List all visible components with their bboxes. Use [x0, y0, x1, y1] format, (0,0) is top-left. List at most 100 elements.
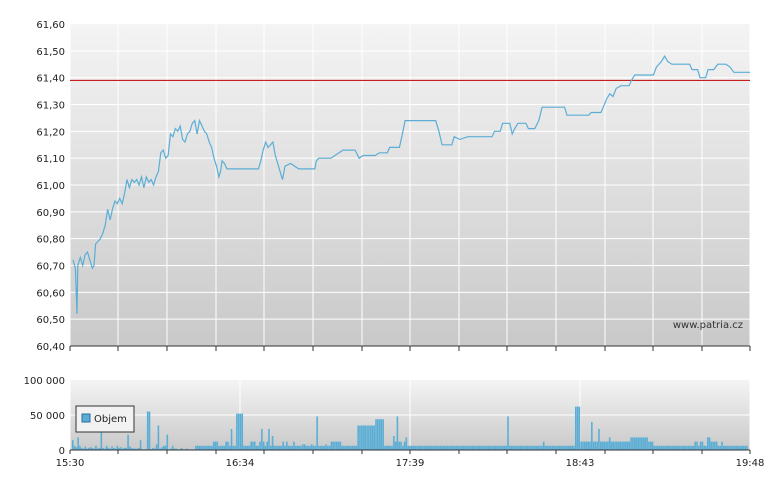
- volume-bar: [596, 441, 598, 450]
- volume-bar: [294, 445, 297, 450]
- volume-bar: [75, 447, 78, 450]
- volume-bar: [409, 445, 411, 450]
- volume-bar: [303, 444, 306, 450]
- volume-bar: [630, 437, 632, 450]
- volume-bar: [616, 441, 618, 450]
- volume-bar: [507, 416, 509, 450]
- volume-bar: [253, 441, 256, 450]
- volume-bar: [478, 445, 481, 450]
- volume-bar: [655, 445, 657, 450]
- volume-bar: [114, 448, 117, 450]
- volume-bar: [334, 441, 336, 450]
- volume-bar: [714, 441, 716, 450]
- volume-bar: [542, 441, 545, 450]
- volume-bar: [96, 448, 99, 450]
- volume-bar: [421, 445, 424, 450]
- volume-bar: [678, 445, 681, 450]
- volume-bar: [516, 445, 518, 450]
- volume-bar: [583, 441, 586, 450]
- volume-bar: [400, 441, 402, 450]
- volume-bar: [573, 445, 575, 450]
- volume-bar: [202, 445, 204, 450]
- volume-bar: [73, 445, 76, 450]
- volume-bar: [289, 445, 292, 450]
- volume-bar: [551, 445, 554, 450]
- legend: Objem: [75, 405, 135, 433]
- volume-bar: [519, 445, 522, 450]
- volume-bar: [599, 441, 602, 450]
- volume-bar: [739, 445, 741, 450]
- volume-bar: [203, 445, 206, 450]
- volume-bar: [79, 445, 81, 450]
- volume-bar: [157, 425, 160, 450]
- volume-bar: [321, 445, 324, 450]
- volume-bar: [610, 441, 613, 450]
- volume-bar: [391, 445, 393, 450]
- watermark: www.patria.cz: [673, 320, 743, 331]
- volume-bar: [603, 441, 606, 450]
- volume-bar: [410, 445, 413, 450]
- volume-bar: [302, 444, 304, 450]
- volume-bar: [105, 445, 108, 450]
- volume-bar: [341, 445, 343, 450]
- volume-bar: [186, 448, 188, 450]
- volume-bar: [348, 445, 351, 450]
- volume-bar: [323, 445, 326, 450]
- volume-bar: [337, 441, 340, 450]
- volume-bar: [173, 448, 176, 450]
- volume-bar: [658, 445, 661, 450]
- volume-bar: [708, 437, 711, 450]
- volume-bar: [86, 448, 88, 450]
- volume-bar: [393, 436, 395, 450]
- volume-x-tick-label: 18:43: [566, 458, 595, 469]
- volume-bar: [612, 441, 615, 450]
- volume-bar: [640, 437, 643, 450]
- volume-bar: [162, 445, 165, 450]
- volume-bar: [623, 441, 625, 450]
- price-series-line: [72, 55, 750, 314]
- volume-bar: [435, 445, 438, 450]
- volume-bar: [95, 445, 97, 450]
- volume-bar: [104, 448, 106, 450]
- volume-bar: [680, 445, 682, 450]
- volume-bar: [152, 447, 154, 450]
- volume-bar: [505, 445, 507, 450]
- price-y-tick-label: 60,50: [36, 315, 65, 326]
- volume-bar: [364, 425, 367, 450]
- volume-y-tick-label: 100 000: [24, 376, 65, 387]
- volume-bar: [268, 429, 270, 450]
- volume-bar: [459, 445, 461, 450]
- volume-bar: [369, 425, 372, 450]
- volume-bar: [592, 441, 595, 450]
- volume-bar: [278, 445, 281, 450]
- volume-bar: [466, 445, 468, 450]
- volume-x-axis-ticks: 15:30 16:34 17:39 18:43 19:48: [56, 450, 764, 469]
- volume-bar: [209, 445, 211, 450]
- volume-bar: [307, 445, 310, 450]
- volume-bar: [664, 445, 666, 450]
- volume-bar: [255, 445, 258, 450]
- volume-bar: [123, 447, 126, 450]
- volume-bar: [528, 445, 531, 450]
- volume-bar: [339, 441, 342, 450]
- volume-bar: [275, 445, 277, 450]
- volume-bar: [432, 445, 434, 450]
- volume-bar: [98, 447, 101, 450]
- volume-bar: [109, 448, 112, 450]
- volume-bar: [446, 445, 449, 450]
- volume-bar: [309, 445, 311, 450]
- volume-bar: [241, 413, 244, 450]
- volume-bar: [715, 441, 718, 450]
- volume-bar: [724, 445, 727, 450]
- volume-bar: [473, 445, 475, 450]
- volume-bar: [271, 436, 274, 450]
- volume-bar: [557, 445, 559, 450]
- volume-bar: [730, 445, 732, 450]
- volume-bar: [582, 441, 584, 450]
- volume-bar: [501, 445, 504, 450]
- volume-bar: [450, 445, 452, 450]
- volume-bar: [385, 445, 388, 450]
- volume-bar: [269, 445, 272, 450]
- volume-bar: [319, 445, 322, 450]
